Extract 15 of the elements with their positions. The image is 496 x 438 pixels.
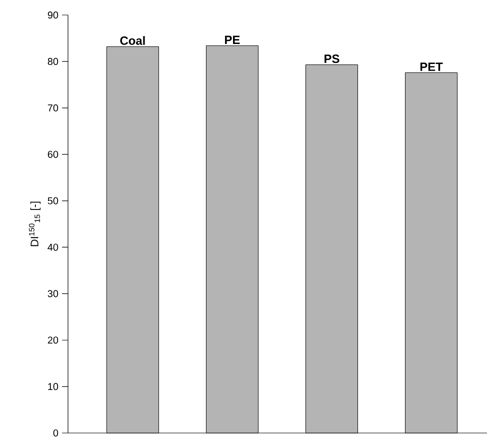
y-tick-label: 70 <box>48 104 58 112</box>
x-tick-label: PET <box>420 62 443 71</box>
y-tick-label: 40 <box>48 244 58 251</box>
y-tick-label: 50 <box>48 197 58 204</box>
y-tick-label: 90 <box>48 11 58 19</box>
y-tick-label: 30 <box>48 290 58 298</box>
x-tick-label: PE <box>225 36 240 44</box>
y-tick-label: 80 <box>48 58 58 65</box>
x-tick-label: Coal <box>120 36 145 45</box>
y-tick-label: 20 <box>48 336 58 344</box>
y-axis-title: DI$^{150}$$_{15}$ [-] <box>28 202 41 246</box>
x-tick-label: PS <box>324 54 340 63</box>
y-tick-label: 10 <box>48 383 58 390</box>
y-tick-label: 60 <box>48 150 58 158</box>
y-tick-label: 0 <box>53 429 58 437</box>
